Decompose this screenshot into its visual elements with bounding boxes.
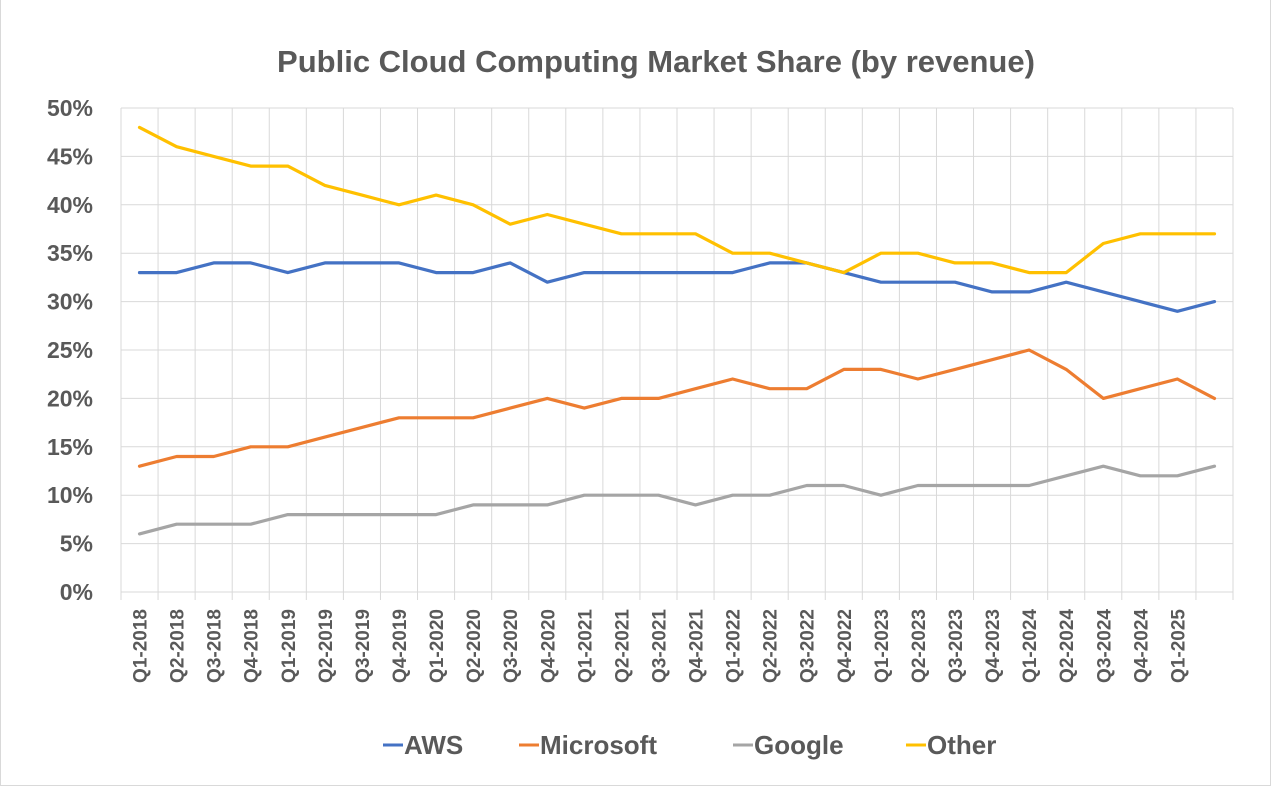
y-tick-label: 25% (47, 337, 93, 363)
legend-item-aws[interactable]: AWS (383, 730, 463, 760)
x-tick-label: Q3-2020 (501, 609, 522, 683)
y-tick-label: 30% (47, 289, 93, 315)
chart-title: Public Cloud Computing Market Share (by … (277, 44, 1035, 79)
x-tick-label: Q2-2019 (316, 609, 337, 683)
legend: AWS Microsoft Google Other (383, 730, 996, 760)
x-tick-label: Q2-2023 (909, 609, 930, 683)
y-axis-ticks: 0% 5% 10% 15% 20% 25% 30% 35% 40% 45% 50% (47, 95, 93, 605)
y-tick-label: 50% (47, 95, 93, 121)
x-tick-label: Q1-2023 (872, 609, 893, 683)
x-tick-label: Q4-2023 (983, 609, 1004, 683)
x-tick-label: Q3-2024 (1094, 609, 1115, 683)
x-tick-label: Q4-2018 (242, 609, 263, 683)
y-tick-label: 5% (60, 531, 93, 557)
y-tick-label: 10% (47, 482, 93, 508)
series-line-aws (137, 261, 1217, 313)
legend-label: Google (754, 730, 844, 760)
legend-item-google[interactable]: Google (733, 730, 844, 760)
x-tick-label: Q3-2018 (205, 609, 226, 683)
y-tick-label: 40% (47, 192, 93, 218)
legend-label: Other (927, 730, 996, 760)
gridlines (120, 107, 1234, 600)
x-axis-ticks: Q1-2018 Q2-2018 Q3-2018 Q4-2018 Q1-2019 Q2-20… (131, 609, 1190, 683)
series-lines (137, 125, 1217, 536)
x-tick-label: Q4-2024 (1131, 609, 1152, 683)
x-tick-label: Q2-2021 (612, 609, 633, 683)
x-tick-label: Q1-2021 (575, 609, 596, 683)
x-tick-label: Q2-2024 (1057, 609, 1078, 683)
y-tick-label: 35% (47, 240, 93, 266)
x-tick-label: Q1-2019 (279, 609, 300, 683)
x-tick-label: Q3-2022 (798, 609, 819, 683)
x-tick-label: Q1-2024 (1020, 609, 1041, 683)
y-tick-label: 15% (47, 434, 93, 460)
legend-label: AWS (404, 730, 463, 760)
y-tick-label: 20% (47, 385, 93, 411)
x-tick-label: Q1-2018 (131, 609, 152, 683)
x-tick-label: Q4-2020 (538, 609, 559, 683)
x-tick-label: Q3-2019 (353, 609, 374, 683)
y-tick-label: 45% (47, 143, 93, 169)
series-line-microsoft (137, 348, 1217, 468)
x-tick-label: Q1-2022 (724, 609, 745, 683)
x-tick-label: Q1-2020 (427, 609, 448, 683)
series-line-google (137, 464, 1217, 536)
x-tick-label: Q4-2019 (390, 609, 411, 683)
x-tick-label: Q2-2020 (464, 609, 485, 683)
x-tick-label: Q4-2021 (687, 609, 708, 683)
x-tick-label: Q3-2023 (946, 609, 967, 683)
x-tick-label: Q3-2021 (649, 609, 670, 683)
legend-label: Microsoft (540, 730, 657, 760)
x-tick-label: Q4-2022 (835, 609, 856, 683)
legend-item-other[interactable]: Other (906, 730, 996, 760)
legend-item-microsoft[interactable]: Microsoft (519, 730, 657, 760)
x-tick-label: Q2-2018 (168, 609, 189, 683)
series-line-other (137, 125, 1217, 275)
x-tick-label: Q2-2022 (761, 609, 782, 683)
x-tick-label: Q1-2025 (1168, 609, 1189, 683)
y-tick-label: 0% (60, 579, 93, 605)
